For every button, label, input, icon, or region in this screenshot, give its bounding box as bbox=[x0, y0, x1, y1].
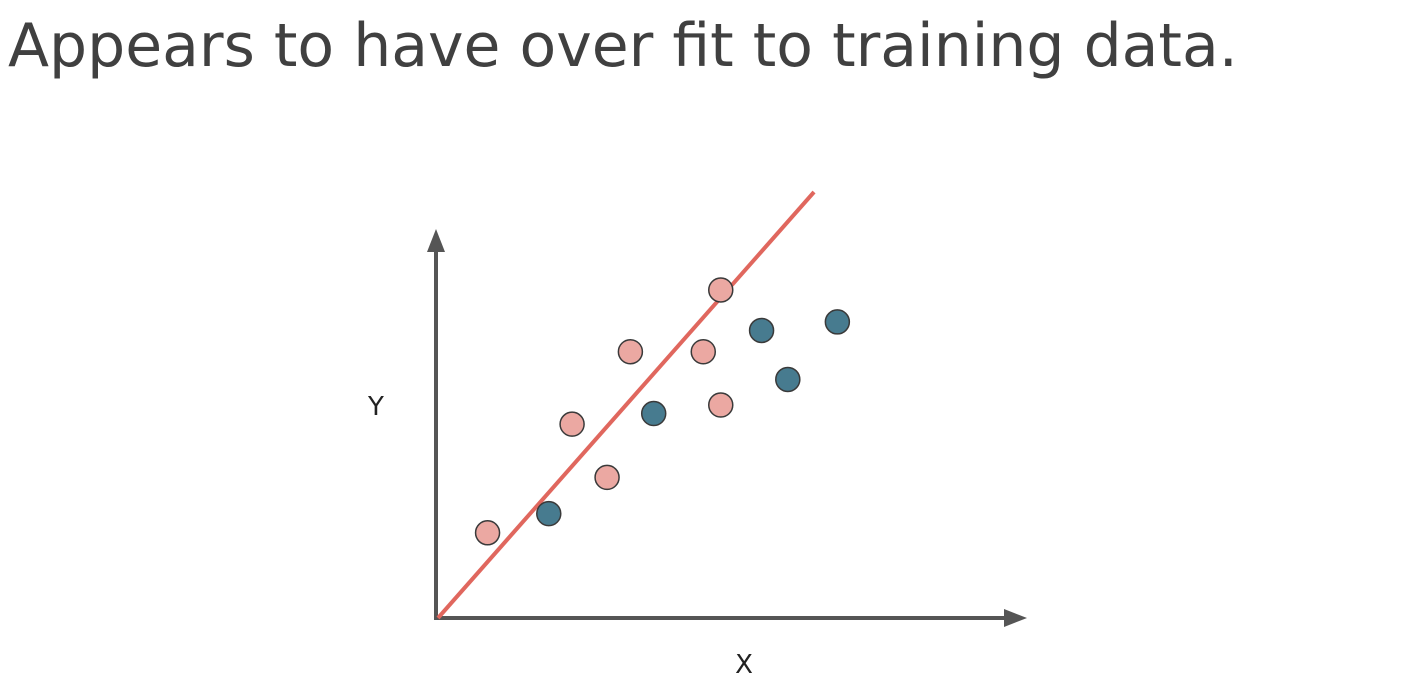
training-point-1 bbox=[474, 520, 501, 546]
data-points-layer bbox=[474, 277, 851, 546]
training-point-2 bbox=[559, 411, 585, 437]
y-axis-label: Y bbox=[367, 392, 384, 422]
training-point-7 bbox=[708, 277, 734, 303]
test-point-1 bbox=[536, 500, 562, 527]
training-point-5 bbox=[690, 339, 717, 365]
test-point-3 bbox=[748, 317, 775, 344]
x-axis-label: X bbox=[735, 650, 753, 677]
test-point-2 bbox=[640, 400, 667, 427]
x-axis-arrow bbox=[1004, 609, 1027, 627]
training-point-6 bbox=[708, 392, 734, 418]
test-point-5 bbox=[824, 309, 851, 335]
test-point-4 bbox=[775, 366, 801, 393]
training-point-4 bbox=[617, 339, 644, 365]
training-point-3 bbox=[594, 464, 620, 491]
slide-title: Appears to have over fit to training dat… bbox=[8, 11, 1238, 81]
y-axis-arrow bbox=[427, 229, 445, 252]
fit-line bbox=[436, 190, 816, 620]
fit-line-layer bbox=[436, 190, 816, 620]
